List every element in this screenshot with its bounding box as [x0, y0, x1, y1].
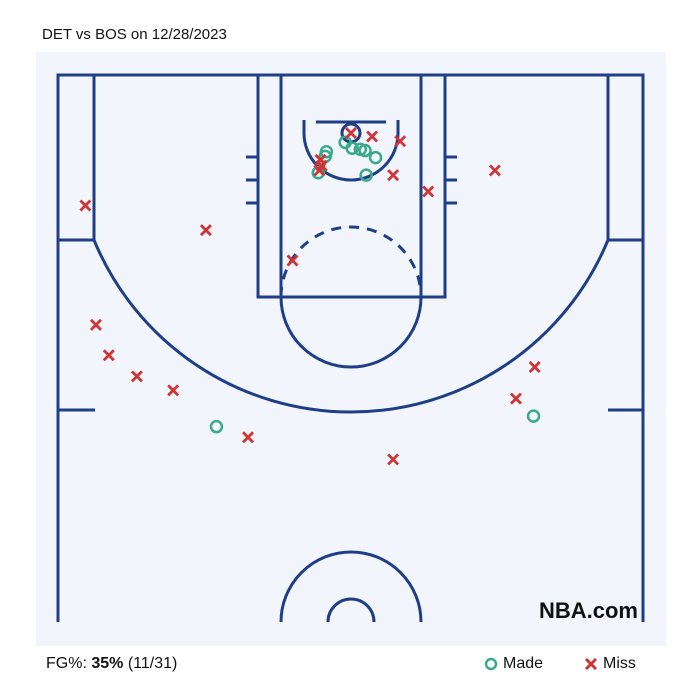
missed-shot-marker: [488, 164, 501, 177]
legend-miss-label: Miss: [603, 655, 636, 672]
missed-shot-marker: [528, 361, 541, 373]
chart-title: DET vs BOS on 12/28/2023: [42, 26, 227, 43]
missed-shot-marker: [89, 318, 102, 331]
missed-shot-marker: [366, 130, 379, 143]
fg-pct: 35%: [91, 655, 124, 672]
missed-shot-marker: [242, 431, 255, 444]
missed-shot-marker: [422, 185, 435, 198]
legend-made: Made: [484, 655, 543, 673]
shot-markers: [79, 127, 541, 466]
x-icon: [584, 657, 598, 671]
fg-label: FG%:: [46, 655, 87, 672]
court-lines: [56, 73, 645, 623]
nba-watermark: NBA.com: [539, 598, 638, 623]
made-shot-marker: [209, 419, 224, 434]
missed-shot-marker: [199, 224, 212, 237]
made-shot-marker: [311, 166, 325, 180]
missed-shot-marker: [387, 453, 400, 466]
legend-made-label: Made: [503, 655, 544, 672]
made-shot-marker: [359, 168, 373, 182]
made-shot-marker: [526, 409, 541, 423]
missed-shot-marker: [286, 254, 299, 267]
missed-shot-marker: [79, 199, 92, 212]
missed-shot-marker: [394, 135, 407, 148]
legend-miss: Miss: [584, 655, 636, 673]
missed-shot-marker: [345, 127, 357, 139]
fg-count: (11/31): [127, 655, 178, 672]
missed-shot-marker: [509, 392, 522, 405]
circle-icon: [484, 657, 498, 671]
court-background: [36, 52, 666, 646]
made-shot-marker: [358, 143, 372, 158]
missed-shot-marker: [130, 370, 143, 383]
fg-summary: FG%: 35% (11/31): [46, 655, 177, 673]
made-shot-marker: [368, 150, 383, 165]
missed-shot-marker: [167, 384, 180, 397]
missed-shot-marker: [102, 349, 115, 362]
missed-shot-marker: [313, 164, 326, 177]
made-shot-marker: [345, 141, 359, 155]
missed-shot-marker: [387, 169, 400, 182]
